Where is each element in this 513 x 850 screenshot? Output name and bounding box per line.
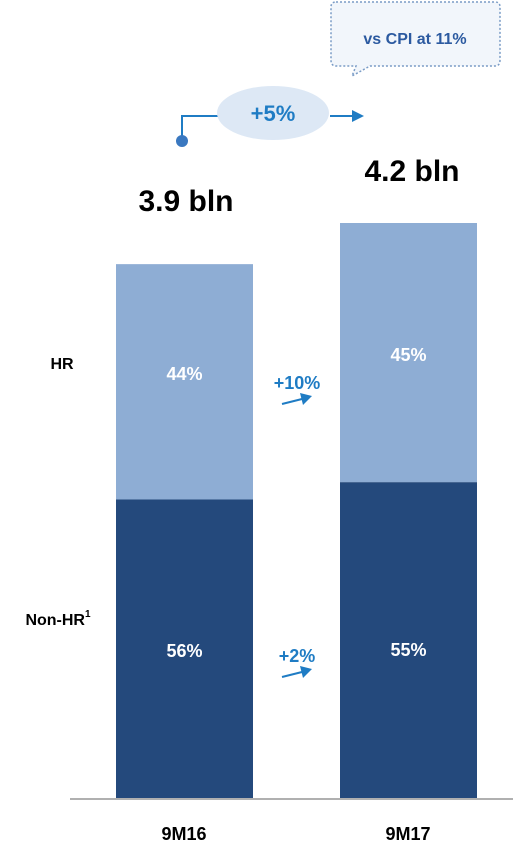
non-hr-growth-arrow-line (281, 671, 303, 678)
hr-growth-indicator: +10% (274, 373, 321, 405)
bar-label-hr-9m16: 44% (166, 364, 202, 384)
growth-connector-line (181, 115, 218, 140)
bar-hr-9m16 (116, 264, 253, 500)
category-label-9m17: 9M17 (385, 824, 430, 844)
hr-growth-label: +10% (274, 373, 321, 393)
non-hr-row-label-text: Non-HR (25, 612, 85, 629)
bar-total-9m16: 3.9 bln (138, 185, 233, 218)
hr-growth-arrow-line (281, 398, 303, 405)
growth-arrow-head (352, 110, 364, 122)
bar-label-non-hr-9m17: 55% (390, 640, 426, 660)
bar-total-9m17: 4.2 bln (364, 155, 459, 188)
growth-bubble (217, 86, 329, 140)
bar-non-hr-9m16 (116, 499, 253, 799)
non-hr-growth-indicator: +2% (279, 646, 316, 678)
cpi-callout: vs CPI at 11% (330, 1, 501, 78)
total-growth-indicator: +5% (176, 86, 364, 147)
non-hr-growth-arrow-head (300, 666, 312, 678)
callout-text: vs CPI at 11% (363, 31, 466, 48)
non-hr-row-label: Non-HR1 (25, 609, 91, 629)
non-hr-footnote-mark: 1 (85, 609, 91, 620)
hr-growth-arrow-head (300, 393, 312, 405)
total-growth-label: +5% (251, 101, 296, 126)
growth-start-dot (176, 135, 188, 147)
hr-row-label: HR (50, 356, 74, 373)
callout-box (330, 1, 501, 78)
bar-hr-9m17 (340, 223, 477, 483)
bar-label-hr-9m17: 45% (390, 345, 426, 365)
bar-non-hr-9m17 (340, 482, 477, 799)
bar-label-non-hr-9m16: 56% (166, 641, 202, 661)
non-hr-growth-label: +2% (279, 646, 316, 666)
category-label-9m16: 9M16 (161, 824, 206, 844)
bars: 44% 56% 3.9 bln 9M16 45% 55% 4.2 bln 9M17 (116, 155, 477, 844)
